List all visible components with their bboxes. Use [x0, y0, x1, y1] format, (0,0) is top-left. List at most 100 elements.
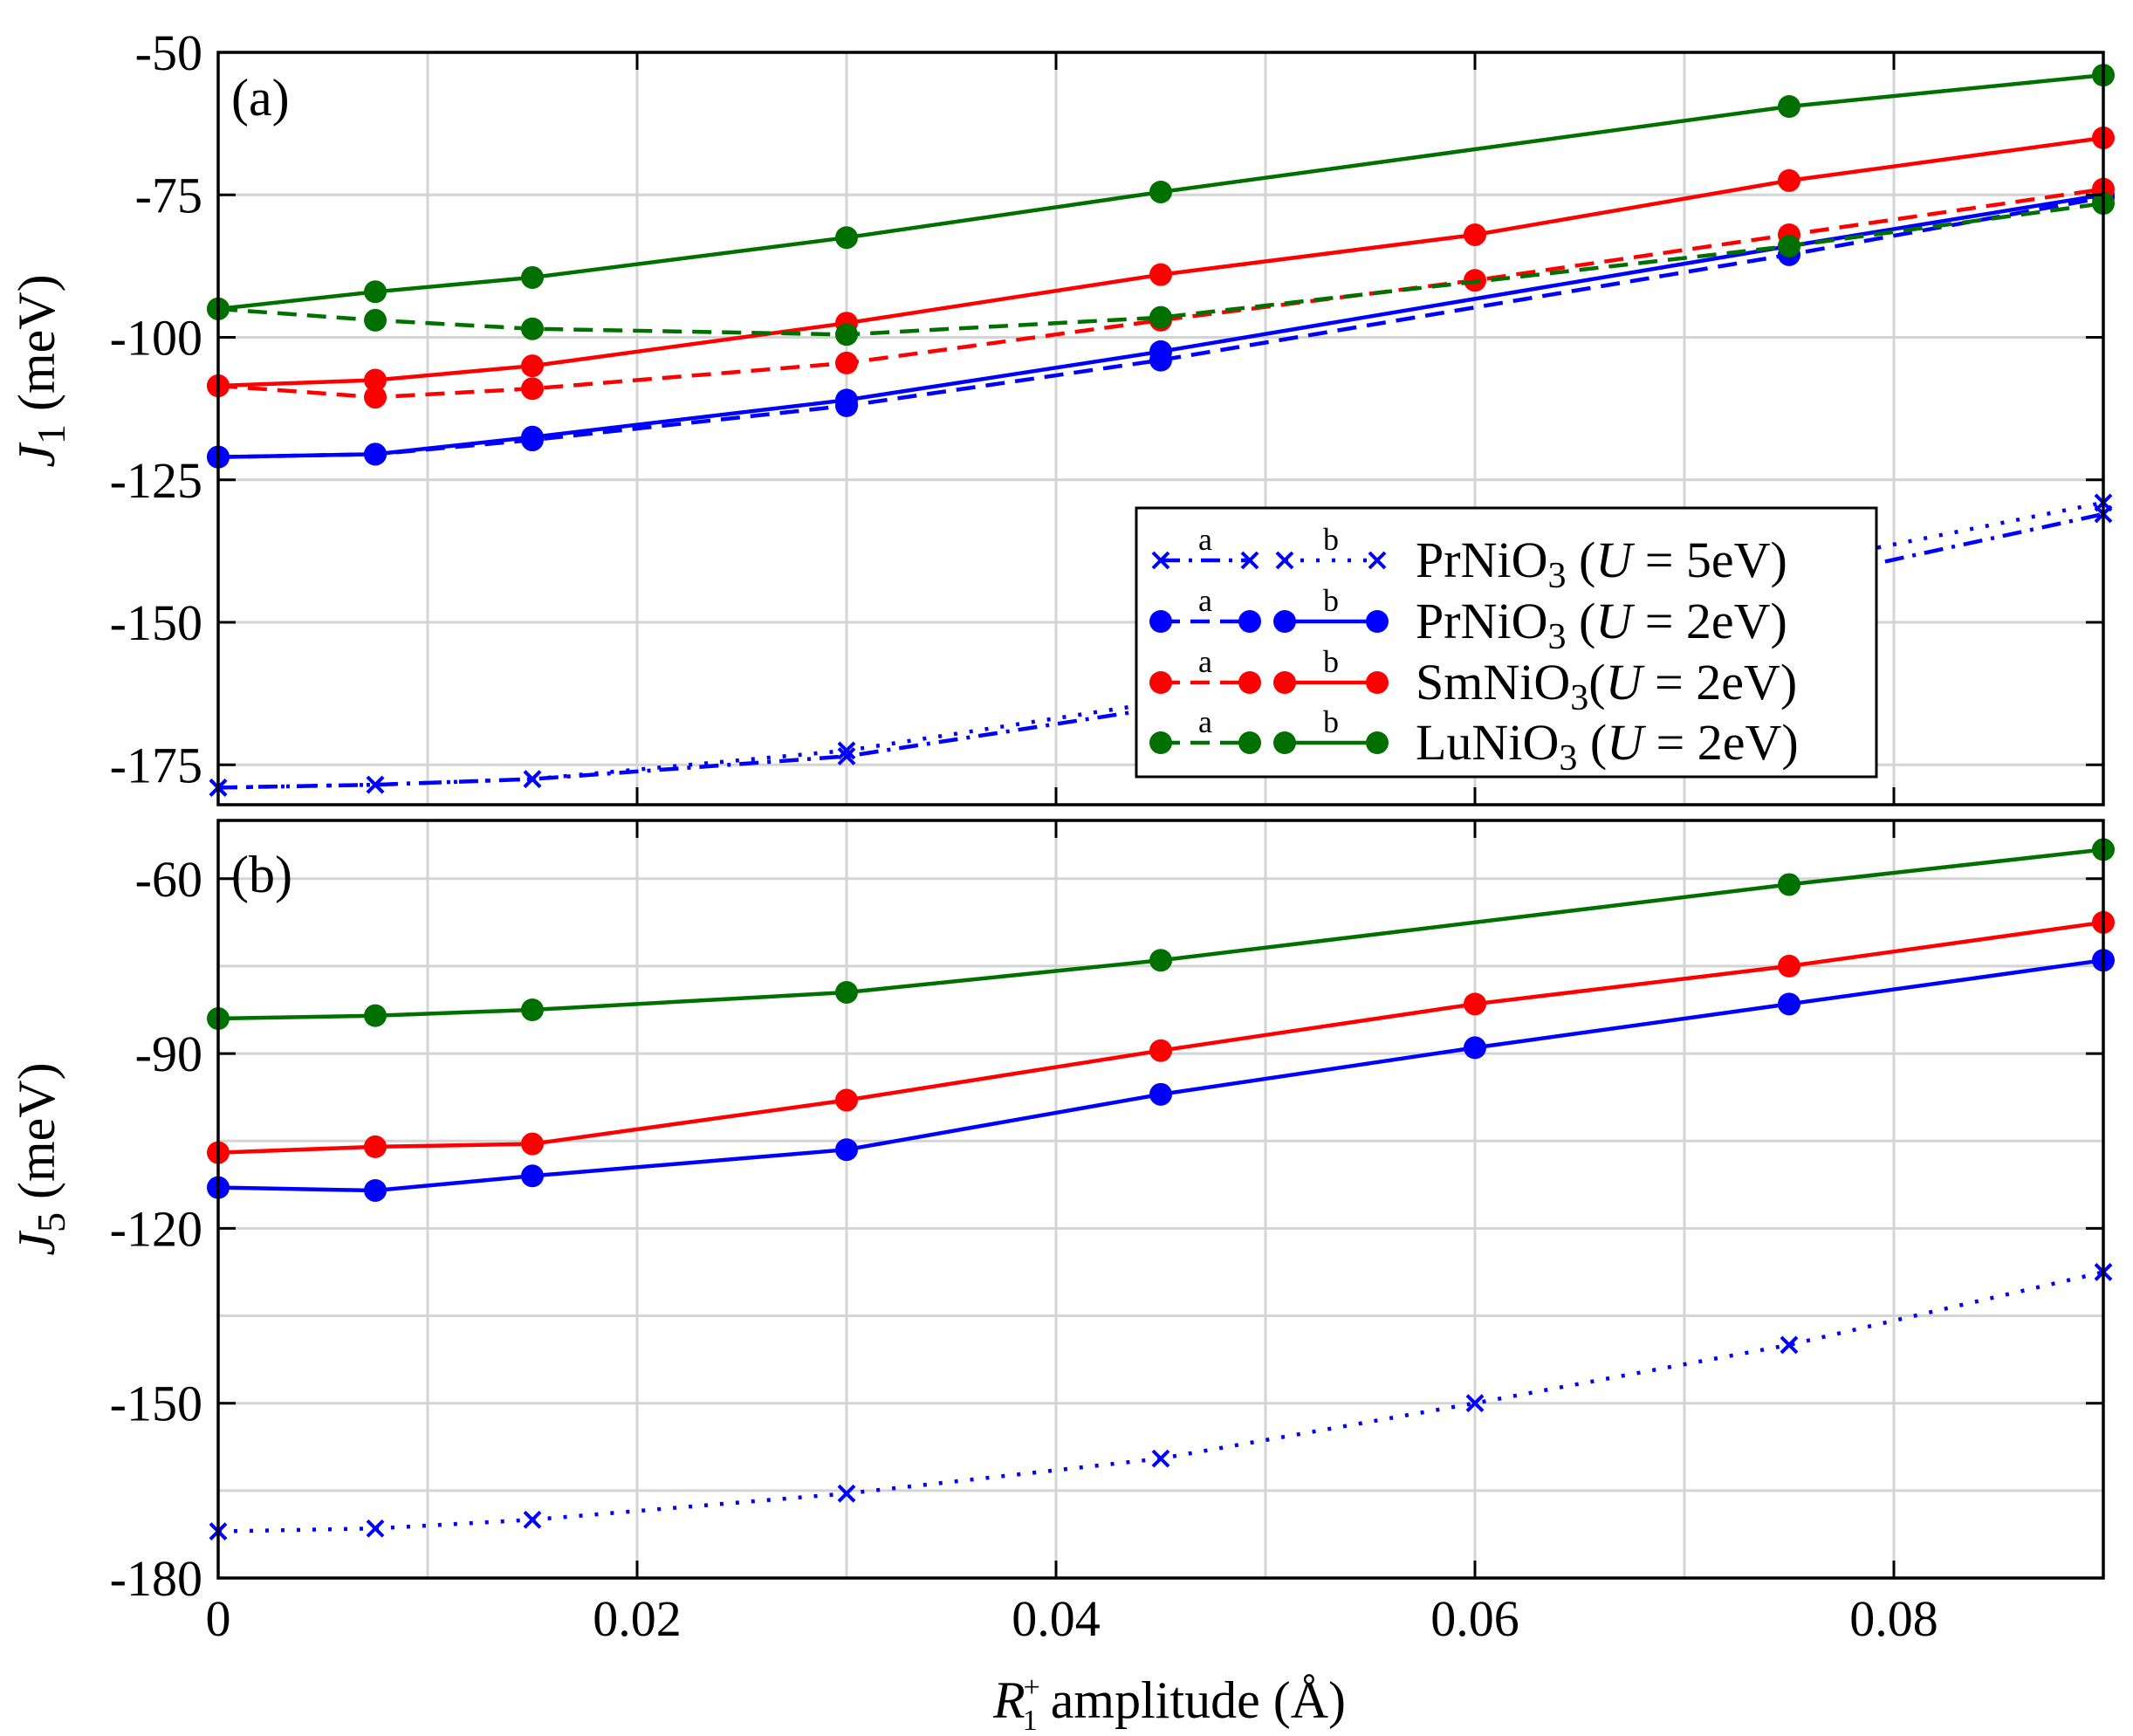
legend-entry-4-marker-a-1: [1238, 731, 1261, 754]
legend-entry-1-marker-b-0: [1275, 551, 1294, 570]
series-layer: [207, 64, 2115, 1540]
legend-entry-4-label: LuNiO3 (U = 2eV): [1416, 714, 1799, 779]
legend: a b a b a b a b PrNiO3 (U = 5eV) PrNiO3 (U = 2e…: [1135, 506, 1878, 779]
legend-entry-1-tag-b: b: [1323, 522, 1339, 557]
panel-b-series-0-point-5: [1465, 1394, 1485, 1413]
panel-a-series-7-point-2: [521, 265, 544, 289]
panel-b-series-2-line: [217, 920, 2104, 1155]
legend-entry-3-tag-b: b: [1323, 644, 1339, 679]
legend-entry-3-marker-a-1: [1238, 671, 1261, 694]
panel-b-ytick-label-0: -60: [135, 851, 202, 908]
panel-a-ytick-label-5: -175: [110, 737, 202, 793]
legend-entry-4-tag-a: a: [1198, 704, 1212, 739]
panel-b-series-0-line: [217, 1270, 2104, 1534]
panel-a-series-6-point-2: [521, 317, 544, 340]
panel-b-ylabel: J5 (meV): [8, 1062, 73, 1255]
x-tick-label-0: 0: [206, 1590, 231, 1647]
panel-a-series-1-line: [217, 500, 2104, 790]
x-tick-label-4: 0.08: [1849, 1590, 1938, 1647]
panel-a-series-5-point-2: [521, 354, 544, 378]
legend-entry-2-tag-b: b: [1323, 583, 1339, 618]
legend-entry-2-label: PrNiO3 (U = 2eV): [1416, 593, 1787, 657]
panel-a-series-6-point-5: [1778, 235, 1800, 258]
axes-layer: -50 -75 -100 -125 -150 -175 -60 -90 -120 -150 -180…: [110, 24, 2105, 1647]
panel-a-series-4-point-2: [521, 377, 544, 401]
panel-a-series-7-point-5: [1778, 95, 1800, 119]
legend-entry-4-marker-a-0: [1149, 731, 1172, 754]
legend-entry-1-marker-a-0: [1151, 551, 1170, 570]
panel-a-series-5-line: [217, 135, 2104, 388]
panel-b-series-0-point-1: [366, 1519, 385, 1538]
panel-b-series-3-point-5: [1778, 873, 1800, 896]
panel-a-series-4-point-3: [835, 351, 858, 374]
panel-a-series-6-point-3: [835, 323, 858, 347]
legend-glyphs: a b a b a b a b: [1149, 522, 1389, 754]
legend-entry-3-tag-a: a: [1198, 644, 1212, 679]
legend-entry-2-marker-b-0: [1273, 610, 1296, 633]
panel-b-series-2-point-3: [835, 1088, 858, 1112]
panel-a-frame: [216, 51, 2105, 806]
panel-b-frame: [216, 819, 2105, 1580]
panel-b-series-2-point-4: [1149, 1039, 1172, 1062]
panel-a-series-3-point-2: [521, 425, 544, 449]
x-tick-label-2: 0.04: [1012, 1590, 1101, 1647]
legend-entry-2-marker-a-1: [1238, 610, 1261, 633]
legend-entry-3-marker-a-0: [1149, 671, 1172, 694]
panel-a-series-5-point-1: [364, 368, 387, 392]
panel-b-series-1-point-4: [1149, 1082, 1172, 1106]
panel-a-series-6-point-1: [364, 308, 387, 332]
panel-a-ylabel: J1 (meV): [8, 274, 73, 467]
legend-entry-1-marker-a-1: [1240, 551, 1259, 570]
panel-b-series-3-point-2: [521, 998, 544, 1021]
panel-a-series-4-line: [217, 187, 2104, 400]
legend-entry-4-tag-b: b: [1323, 704, 1339, 739]
panel-b-series-0-point-4: [1151, 1449, 1170, 1468]
panel-b-ytick-label-1: -90: [135, 1026, 202, 1082]
panel-b-label: (b): [231, 846, 292, 903]
legend-entry-1-tag-a: a: [1198, 522, 1212, 557]
panel-b-series-0-point-6: [1780, 1335, 1799, 1355]
panel-b-ytick-label-3: -150: [110, 1376, 202, 1432]
panel-a-series-0-point-3: [837, 747, 856, 765]
panel-b-series-2-point-1: [364, 1135, 387, 1158]
panel-a-series-5-point-4: [1149, 263, 1172, 286]
legend-entry-3-marker-b-0: [1273, 671, 1296, 694]
panel-b-series-3-point-3: [835, 980, 858, 1004]
panel-b-series-1-line: [217, 957, 2104, 1193]
legend-entry-3-marker-b-1: [1366, 671, 1389, 694]
panel-b-series-3-point-4: [1149, 949, 1172, 972]
panel-a-series-3-point-1: [364, 443, 387, 466]
legend-entry-4-marker-b-1: [1366, 731, 1389, 754]
panel-b-series-3-line: [217, 847, 2104, 1021]
panel-a-label: (a): [231, 69, 290, 127]
panel-a-ytick-label-3: -125: [110, 452, 202, 509]
legend-box: [1135, 506, 1878, 779]
legend-entry-3-label: SmNiO3(U = 2eV): [1416, 654, 1797, 718]
panel-a-ytick-label-2: -100: [110, 310, 202, 367]
panel-a-series-1-point-2: [523, 770, 542, 789]
panel-a-series-1-point-1: [366, 775, 385, 794]
panel-b-series-2-point-5: [1464, 992, 1486, 1016]
panel-a-series-5-point-6: [1778, 168, 1800, 192]
legend-entry-1-marker-b-1: [1368, 551, 1387, 570]
legend-entry-2-marker-a-0: [1149, 610, 1172, 633]
x-tick-label-3: 0.06: [1430, 1590, 1519, 1647]
x-tick-label-1: 0.02: [593, 1590, 682, 1647]
panel-a-ytick-label-1: -75: [135, 167, 202, 223]
legend-entry-2-marker-b-1: [1366, 610, 1389, 633]
panel-a-series-5-point-5: [1464, 223, 1486, 246]
panel-a-ytick-label-4: -150: [110, 594, 202, 651]
panel-b-series-1-point-6: [1778, 992, 1800, 1016]
panel-b-ytick-label-4: -180: [110, 1550, 202, 1607]
panel-b-series-0-point-2: [523, 1510, 542, 1529]
panel-a-series-4-point-1: [364, 386, 387, 409]
panel-b-series-2-point-2: [521, 1132, 544, 1156]
panel-b-series-1-point-3: [835, 1138, 858, 1162]
panel-a-series-7-point-3: [835, 226, 858, 250]
panel-a-series-7-point-1: [364, 280, 387, 304]
panel-a-series-3-point-3: [835, 388, 858, 412]
panel-a-series-1-point-3: [837, 741, 856, 760]
panel-b-ytick-label-2: -120: [110, 1200, 202, 1257]
